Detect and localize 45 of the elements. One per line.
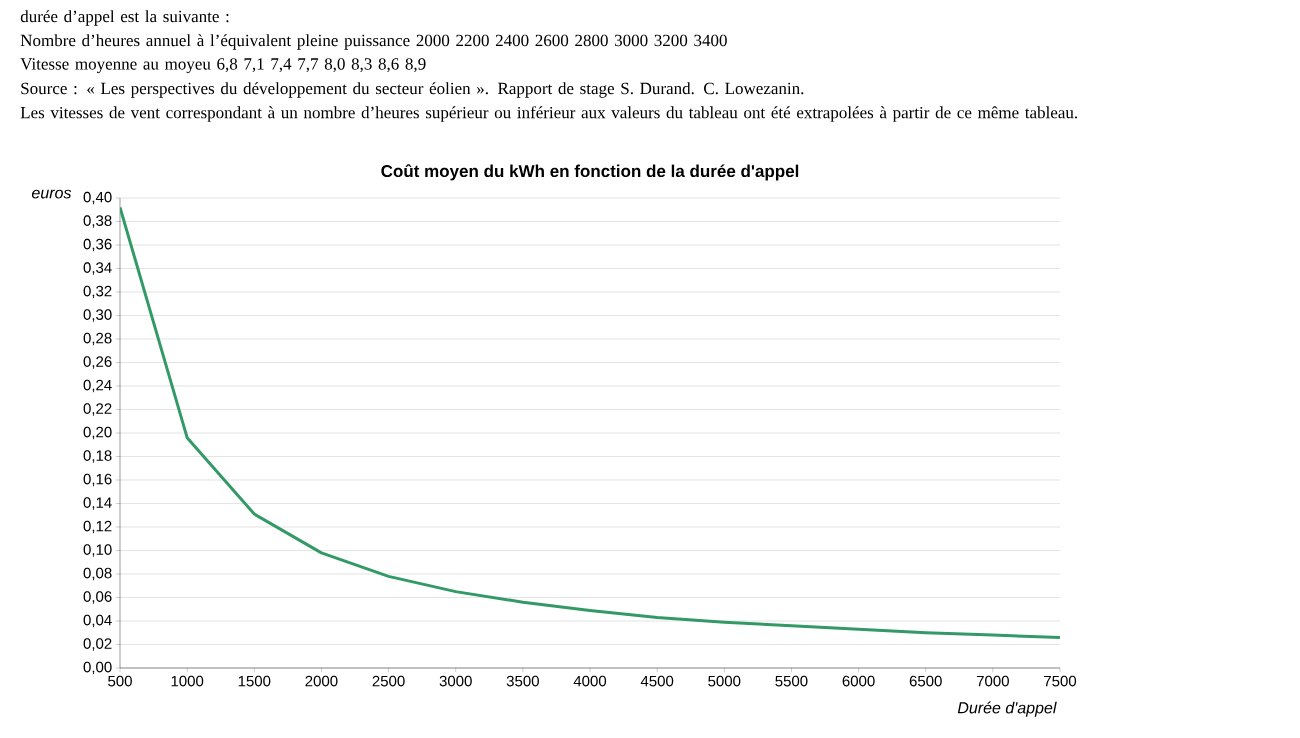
x-tick-label: 2500 (372, 675, 405, 687)
y-tick-label: 0,00 (83, 661, 112, 675)
y-tick-label: 0,26 (83, 356, 112, 369)
x-tick-label: 7000 (976, 675, 1009, 687)
y-tick-label: 0,10 (83, 544, 112, 557)
y-tick-label: 0,18 (83, 450, 112, 463)
y-tick-label: 0,40 (83, 191, 112, 205)
y-tick-label: 0,20 (83, 426, 112, 440)
x-axis-title: Durée d'appel (957, 701, 1057, 717)
x-tick-label: 2000 (305, 675, 338, 687)
x-tick-label: 1000 (171, 675, 204, 687)
y-tick-label: 0,22 (83, 403, 112, 416)
y-tick-label: 0,38 (83, 215, 112, 228)
x-tick-label: 6000 (842, 675, 875, 687)
x-tick-label: 4000 (573, 675, 607, 687)
text: Les vitesses de vent correspondant à un nombre d’heures supérieur ou inférieur aux valeurs du tableau ont été extrapolées à partir de ce même tableau. (20, 106, 1078, 122)
x-tick-label: 500 (108, 675, 132, 687)
line-series (120, 205, 1060, 639)
source-note: Source : « Les perspectives du développement du secteur éolien ». Rapport de stage S. Durand. C. Lowezanin. (21, 82, 804, 98)
y-axis-title: euros (31, 189, 72, 199)
y-tick-label: 0,30 (83, 309, 112, 322)
chart-title: Coût moyen du kWh en fonction de la durée d'appel (381, 164, 799, 181)
x-tick-label: 5000 (708, 675, 741, 687)
x-tick-label: 3500 (506, 675, 539, 687)
y-tick-label: 0,12 (83, 520, 112, 534)
y-tick-label: 0,34 (83, 262, 112, 275)
text: Nombre d’heures annuel à l’équivalent pleine puissance 2000 2200 2400 2600 2800 3000 3200 3400 (20, 34, 727, 50)
y-tick-label: 0,16 (83, 473, 112, 487)
y-tick-label: 0,04 (83, 614, 112, 628)
text: Vitesse moyenne au moyeu 6,8 7,1 7,4 7,7 8,0 8,3 8,6 8,9 (20, 58, 426, 74)
y-tick-label: 0,08 (83, 567, 112, 581)
y-tick-label: 0,02 (83, 638, 112, 651)
x-tick-label: 1500 (238, 675, 271, 687)
x-tick-label: 6500 (909, 675, 942, 687)
y-tick-label: 0,28 (83, 332, 112, 346)
text: durée d’appel est la suivante : (20, 10, 229, 26)
x-tick-label: 5500 (775, 675, 808, 687)
y-tick-label: 0,32 (83, 285, 112, 299)
x-tick-label: 4500 (640, 675, 674, 687)
x-tick-label: 7500 (1044, 675, 1077, 687)
y-tick-label: 0,24 (83, 379, 112, 393)
x-tick-label: 3000 (439, 675, 472, 687)
y-tick-label: 0,06 (83, 591, 112, 604)
y-tick-label: 0,14 (83, 497, 112, 510)
y-tick-label: 0,36 (83, 238, 112, 252)
